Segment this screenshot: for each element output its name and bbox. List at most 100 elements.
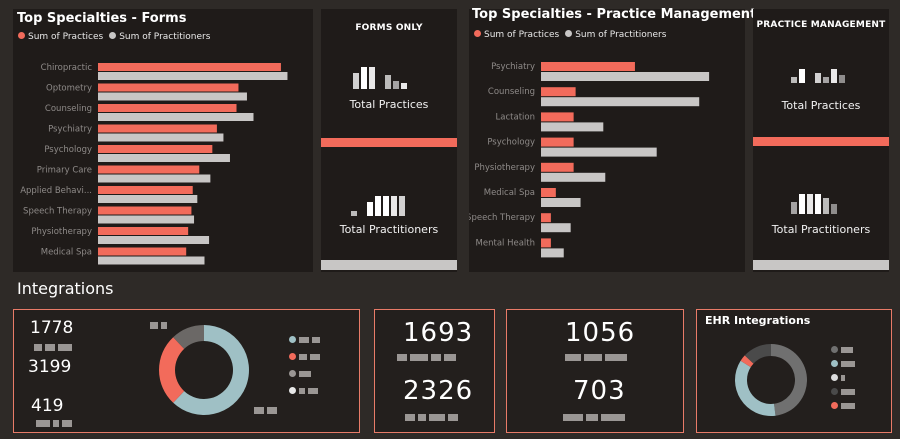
- pm-total-practitioners-value: [791, 194, 837, 214]
- category-label: Lactation: [496, 112, 535, 122]
- card4-title: EHR Integrations: [705, 314, 811, 327]
- integrations-title: Integrations: [17, 279, 114, 298]
- practices-bar[interactable]: [98, 145, 213, 153]
- practitioners-bar[interactable]: [98, 236, 210, 244]
- legend-item[interactable]: [831, 388, 855, 395]
- legend-dot: [831, 388, 838, 395]
- practices-bar[interactable]: [98, 186, 193, 194]
- category-label: Applied Behavi...: [20, 186, 92, 196]
- practices-bar[interactable]: [541, 213, 551, 223]
- practices-bar[interactable]: [98, 124, 217, 133]
- practitioners-bar[interactable]: [98, 154, 230, 162]
- practices-bar[interactable]: [541, 162, 574, 172]
- card1-donut-label-bottom: [254, 407, 277, 414]
- legend-item-practitioners[interactable]: Sum of Practitioners: [109, 32, 210, 42]
- legend-item[interactable]: [289, 336, 320, 343]
- card3-value-2: 703: [573, 376, 626, 406]
- legend-item-practices[interactable]: Sum of Practices: [474, 30, 559, 40]
- category-label: Counseling: [488, 87, 535, 97]
- pm-total-practices-value: [791, 69, 845, 83]
- forms-bar-chart[interactable]: Chiropractic Optometry Counseling Psychiatr…: [13, 49, 313, 269]
- forms-kpi-bottom-bar: [321, 260, 457, 270]
- legend-dot-practitioners: [565, 30, 573, 37]
- pm-chart-legend: Sum of Practices Sum of Practitioners: [474, 30, 666, 40]
- practitioners-bar[interactable]: [541, 172, 606, 182]
- legend-item-practices[interactable]: Sum of Practices: [18, 32, 103, 42]
- integrations-card-1: 1778 3199 419: [13, 309, 360, 433]
- integrations-card-4: EHR Integrations: [696, 309, 892, 433]
- practitioners-bar[interactable]: [541, 198, 581, 207]
- legend-item[interactable]: [831, 360, 855, 367]
- legend-item[interactable]: [289, 387, 320, 394]
- legend-item[interactable]: [831, 402, 855, 409]
- legend-item[interactable]: [831, 374, 855, 381]
- forms-kpi-separator: [321, 138, 457, 147]
- practices-bar[interactable]: [98, 247, 187, 256]
- practices-bar[interactable]: [98, 104, 237, 112]
- category-label: Medical Spa: [484, 188, 535, 198]
- category-label: Medical Spa: [41, 248, 92, 258]
- practitioners-bar[interactable]: [541, 97, 700, 107]
- donut-slice[interactable]: [173, 325, 204, 349]
- practitioners-bar[interactable]: [541, 122, 604, 132]
- card4-legend: [831, 346, 855, 409]
- practitioners-bar[interactable]: [98, 133, 224, 142]
- card1-donut-chart[interactable]: [154, 320, 254, 420]
- practitioners-bar[interactable]: [98, 174, 211, 183]
- practices-bar[interactable]: [541, 238, 551, 248]
- forms-total-practitioners-value: [351, 196, 405, 216]
- legend-item[interactable]: [831, 346, 855, 353]
- practices-bar[interactable]: [98, 165, 200, 174]
- practitioners-bar[interactable]: [98, 92, 247, 101]
- practices-bar[interactable]: [98, 227, 189, 235]
- category-label: Physiotherapy: [31, 227, 92, 237]
- legend-dot-practitioners: [109, 32, 117, 39]
- legend-label: Sum of Practitioners: [575, 30, 667, 40]
- category-label: Counseling: [45, 104, 92, 114]
- practitioners-bar[interactable]: [98, 215, 195, 224]
- card2-value-2: 2326: [403, 376, 474, 406]
- practitioners-bar[interactable]: [98, 113, 254, 121]
- practitioners-bar[interactable]: [541, 223, 571, 233]
- donut-slice[interactable]: [740, 355, 754, 368]
- practitioners-bar[interactable]: [541, 72, 710, 81]
- legend-item[interactable]: [289, 353, 320, 360]
- legend-dot: [289, 370, 296, 377]
- legend-dot: [831, 346, 838, 353]
- pm-kpi-separator: [753, 137, 889, 146]
- practices-bar[interactable]: [541, 62, 635, 71]
- practices-bar[interactable]: [98, 63, 281, 71]
- donut-slice[interactable]: [744, 344, 771, 364]
- legend-item[interactable]: [289, 370, 320, 377]
- donut-slice[interactable]: [771, 344, 807, 416]
- legend-label: Sum of Practices: [28, 32, 104, 42]
- forms-kpi-title: FORMS ONLY: [355, 23, 423, 33]
- practitioners-bar[interactable]: [98, 256, 205, 265]
- practices-bar[interactable]: [98, 83, 239, 92]
- practices-bar[interactable]: [98, 206, 192, 215]
- legend-item-practitioners[interactable]: Sum of Practitioners: [565, 30, 666, 40]
- practices-bar[interactable]: [541, 112, 574, 122]
- donut-slice[interactable]: [173, 325, 249, 415]
- donut-slice[interactable]: [159, 337, 185, 403]
- card2-label-2: [405, 414, 458, 421]
- card4-donut-chart[interactable]: [731, 340, 811, 420]
- practitioners-bar[interactable]: [98, 195, 198, 203]
- category-label: Optometry: [46, 84, 92, 94]
- practitioners-bar[interactable]: [541, 248, 564, 258]
- practices-bar[interactable]: [541, 188, 556, 197]
- card3-label-2: [563, 414, 625, 421]
- donut-slice[interactable]: [735, 360, 776, 416]
- pm-kpi-bottom-bar: [753, 260, 889, 270]
- pm-bar-chart[interactable]: Psychiatry Counseling Lactation Psychology P…: [469, 59, 745, 269]
- legend-dot: [831, 374, 838, 381]
- legend-label: Sum of Practitioners: [119, 32, 211, 42]
- practitioners-bar[interactable]: [541, 147, 657, 157]
- card1-donut-label-top: [150, 322, 167, 329]
- practices-bar[interactable]: [541, 137, 574, 147]
- card1-legend: [289, 336, 320, 394]
- practices-bar[interactable]: [541, 87, 576, 97]
- practitioners-bar[interactable]: [98, 72, 288, 80]
- card1-value-1: 1778: [30, 318, 74, 338]
- pm-kpi-title: PRACTICE MANAGEMENT: [756, 20, 886, 30]
